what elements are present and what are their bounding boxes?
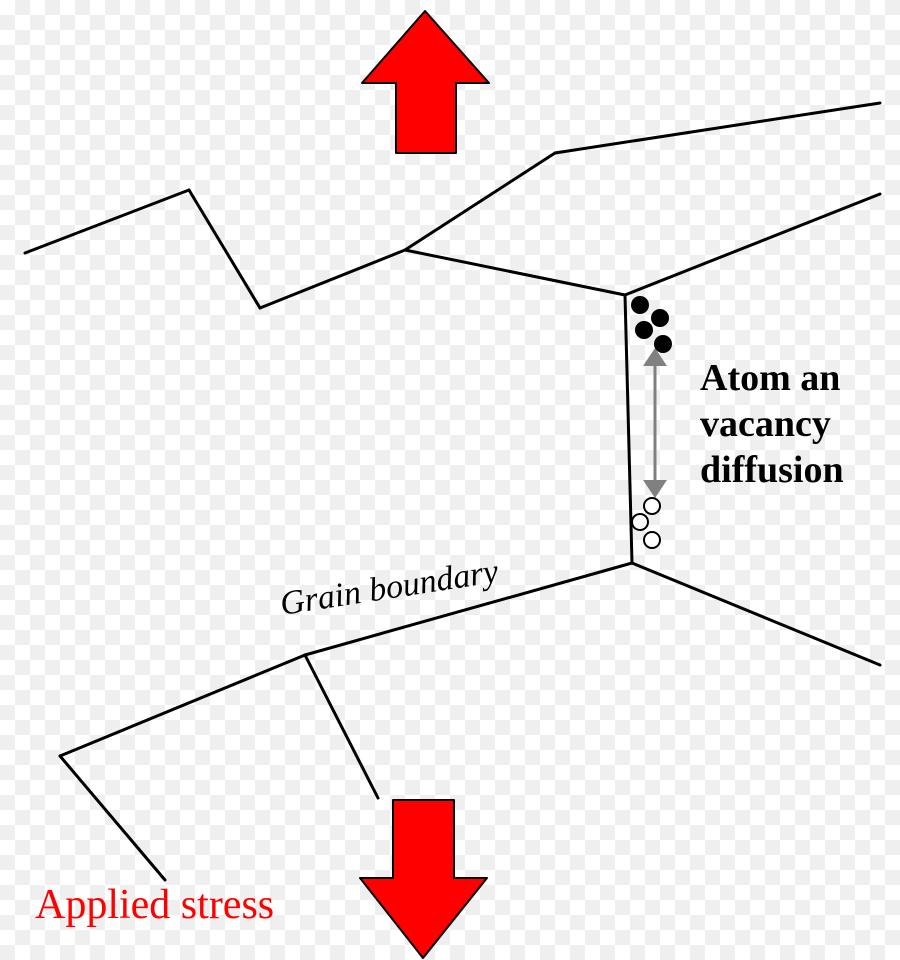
diffusion-arrow — [643, 348, 667, 498]
stress-arrow-down — [360, 800, 487, 958]
diffusion-label: Atom anvacancydiffusion — [700, 357, 844, 491]
diagram-svg: Atom anvacancydiffusion Grain boundary A… — [0, 0, 900, 960]
applied-stress-label: Applied stress — [35, 882, 274, 928]
vacancy-circles-open — [632, 498, 660, 548]
stress-arrow-up — [362, 11, 489, 153]
atom-circles-filled — [631, 296, 672, 353]
grain-boundary-label: Grain boundary — [278, 553, 502, 623]
grain-boundary-lines — [25, 103, 880, 880]
